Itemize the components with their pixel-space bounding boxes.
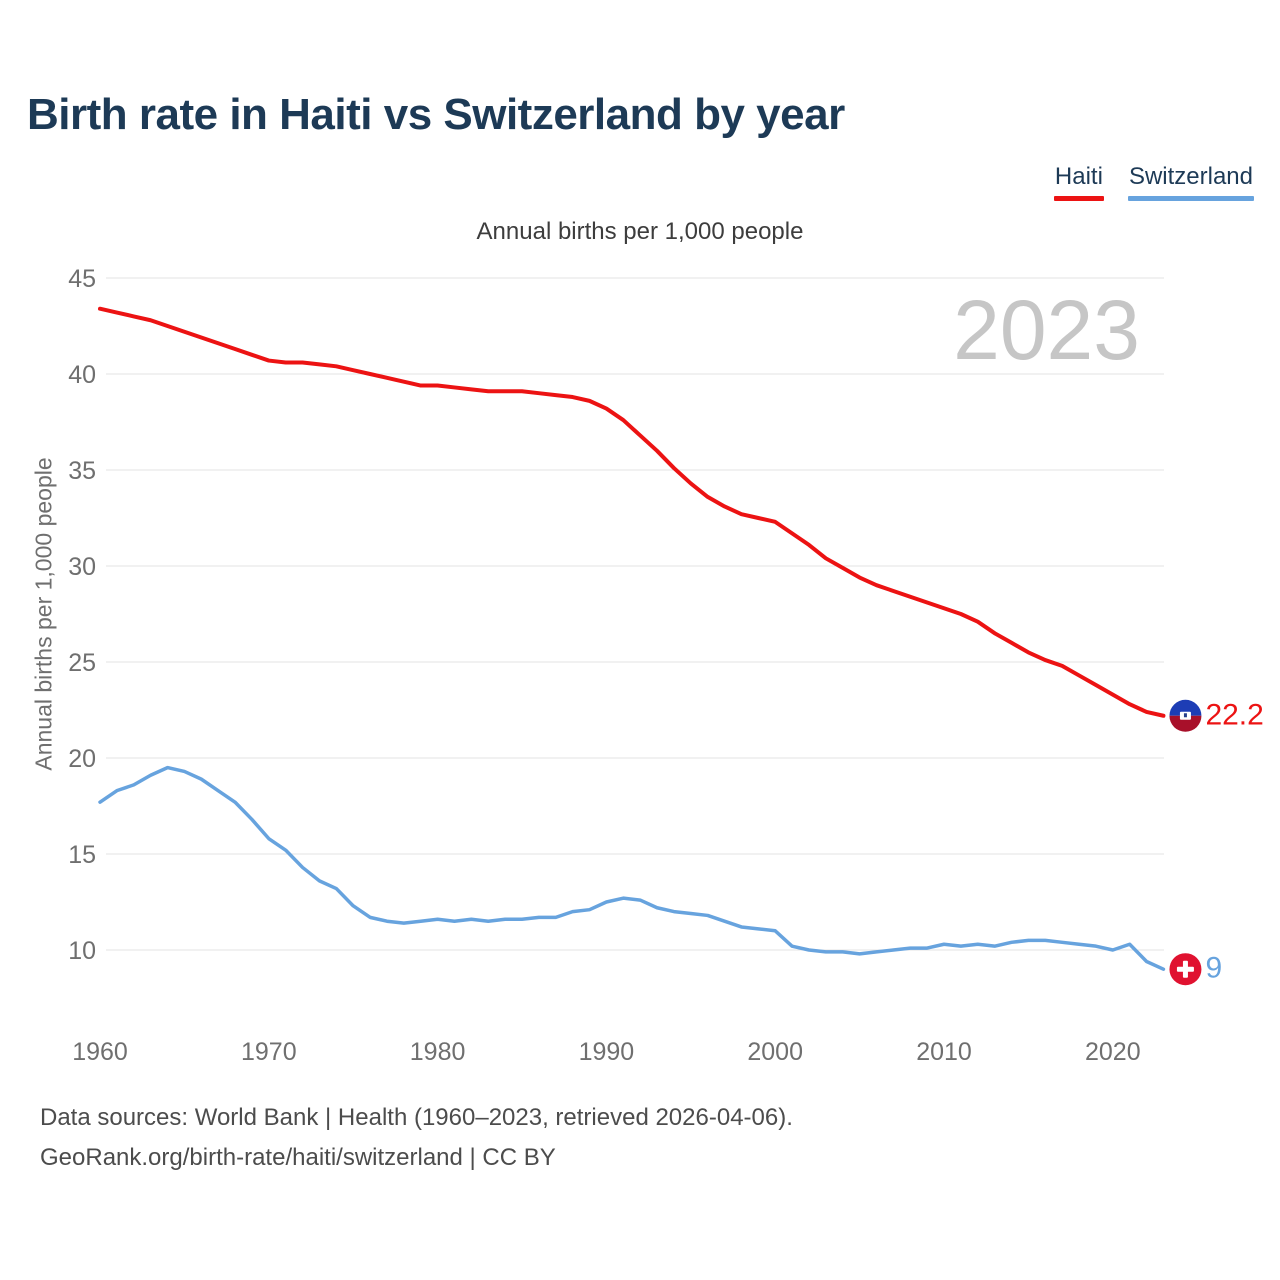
y-tick-label-40: 40 (68, 361, 96, 389)
year-watermark: 2023 (953, 283, 1140, 377)
footer-data-sources: Data sources: World Bank | Health (1960–… (40, 1104, 793, 1131)
page-title: Birth rate in Haiti vs Switzerland by ye… (27, 90, 845, 139)
haiti-flag-icon (1169, 699, 1202, 716)
haiti-flag-icon (1169, 715, 1202, 732)
swiss-cross (1176, 966, 1194, 972)
legend-label-switzerland: Switzerland (1128, 163, 1253, 190)
y-tick-label-25: 25 (68, 649, 96, 677)
y-tick-label-20: 20 (68, 745, 96, 773)
legend-item-switzerland[interactable]: Switzerland (1127, 163, 1254, 201)
footer-attribution: GeoRank.org/birth-rate/haiti/switzerland… (40, 1144, 556, 1171)
legend-color-bar-switzerland (1127, 196, 1254, 201)
switzerland-end-value-label: 9 (1205, 951, 1223, 985)
legend-color-bar-haiti (1053, 196, 1104, 201)
x-tick-label-2010: 2010 (916, 1038, 972, 1066)
series-line-switzerland (98, 765, 1166, 971)
legend: Haiti Switzerland (1053, 163, 1254, 201)
y-tick-label-45: 45 (68, 265, 96, 293)
x-tick-label-2000: 2000 (747, 1038, 803, 1066)
x-tick-label-2020: 2020 (1085, 1038, 1141, 1066)
x-tick-label-1960: 1960 (72, 1038, 128, 1066)
y-tick-label-30: 30 (68, 553, 96, 581)
y-tick-label-15: 15 (68, 841, 96, 869)
haiti-flag-emblem-detail (1183, 713, 1187, 718)
x-tick-label-1970: 1970 (241, 1038, 297, 1066)
legend-label-haiti: Haiti (1054, 163, 1103, 190)
series-line-haiti (98, 306, 1166, 718)
x-tick-label-1980: 1980 (410, 1038, 466, 1066)
chart-subtitle: Annual births per 1,000 people (476, 218, 804, 245)
legend-item-haiti[interactable]: Haiti (1053, 163, 1104, 201)
y-tick-label-35: 35 (68, 457, 96, 485)
x-tick-label-1990: 1990 (579, 1038, 635, 1066)
haiti-end-value-label: 22.2 (1205, 698, 1264, 732)
y-tick-label-10: 10 (68, 937, 96, 965)
